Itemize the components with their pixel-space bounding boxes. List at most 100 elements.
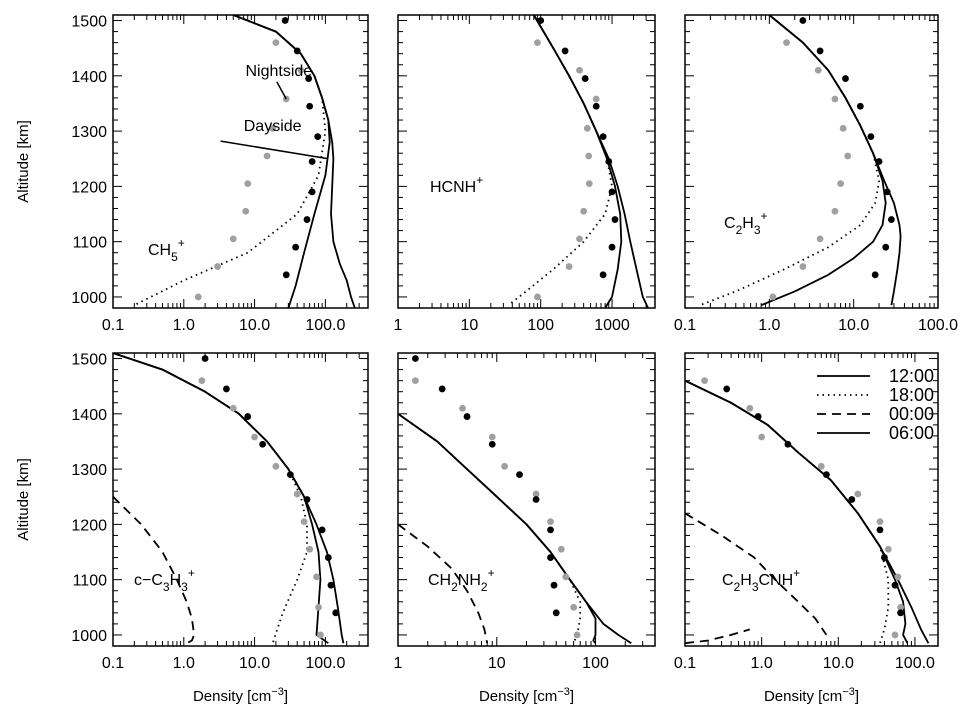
- panel-1: 0.1 1.0 10.0 100.0 1000 1100 1200 1300 1400 1500 A…: [15, 14, 369, 334]
- legend-label: 00:00: [889, 404, 934, 424]
- y-tick-label: 1300: [71, 462, 107, 479]
- data-point-black: [883, 188, 891, 196]
- data-point-black: [799, 17, 807, 24]
- panel-2: 1 10 100 1000 HCNH+: [394, 14, 656, 334]
- data-point-black: [842, 75, 849, 82]
- series-line-solid: [398, 413, 632, 644]
- data-point-gray: [242, 207, 250, 215]
- data-point-black: [848, 496, 856, 503]
- species-label: c−C3H3+: [134, 566, 195, 594]
- data-point-gray: [459, 404, 466, 412]
- series-line-solid: [760, 15, 887, 307]
- data-point-black: [882, 243, 890, 251]
- x-tick-label: 0.1: [674, 655, 696, 672]
- x-tick-label: 1: [394, 655, 403, 672]
- data-point-gray: [562, 573, 570, 581]
- data-point-gray: [293, 490, 301, 498]
- data-point-black: [547, 526, 554, 534]
- data-point-gray: [313, 573, 320, 581]
- data-point-black: [561, 47, 569, 55]
- series-line-solid: [232, 15, 356, 308]
- data-point-gray: [583, 124, 591, 132]
- data-point-black: [488, 440, 496, 448]
- data-point-black: [608, 188, 616, 196]
- data-point-gray: [585, 152, 593, 160]
- data-point-black: [324, 554, 332, 561]
- series-line-solid: [685, 379, 909, 644]
- data-point-black: [286, 471, 294, 479]
- panel-5: 1 10 100 Density [cm−3] CH2NH2+: [394, 352, 656, 705]
- data-point-gray: [488, 433, 496, 441]
- data-point-black: [547, 554, 554, 561]
- x-tick-label: 100.0: [305, 655, 345, 672]
- data-point-black: [516, 471, 523, 479]
- data-point-gray: [844, 152, 852, 160]
- species-label: C2H3CNH+: [722, 566, 800, 594]
- data-point-gray: [534, 293, 541, 301]
- x-tick-label: 0.1: [102, 655, 124, 672]
- data-point-black: [856, 102, 864, 110]
- data-point-gray: [876, 518, 884, 526]
- data-point-gray: [799, 263, 807, 270]
- data-point-gray: [884, 545, 892, 553]
- data-point-gray: [269, 124, 277, 132]
- data-point-black: [881, 554, 888, 561]
- data-point-gray: [251, 433, 258, 441]
- x-tick-label: 100.0: [305, 317, 345, 334]
- data-point-gray: [576, 66, 583, 74]
- data-point-black: [411, 355, 419, 362]
- series-line-dotted: [699, 15, 880, 307]
- data-point-gray: [297, 66, 305, 74]
- y-tick-label: 1400: [71, 407, 107, 424]
- x-tick-label: 100: [582, 655, 609, 672]
- data-point-gray: [547, 518, 554, 526]
- data-point-gray: [854, 490, 862, 498]
- data-point-black: [292, 243, 300, 251]
- data-point-gray: [263, 152, 271, 160]
- data-point-gray: [198, 377, 206, 385]
- series-line-solid: [533, 15, 623, 308]
- x-axis-label: Density [cm−3]: [193, 686, 288, 705]
- plot-frame: [684, 352, 939, 647]
- series-group: [113, 353, 345, 644]
- plot-frame: [397, 352, 656, 647]
- plot-frame: [684, 14, 939, 309]
- y-tick-label: 1200: [71, 179, 107, 196]
- data-point-gray: [585, 180, 593, 188]
- data-point-black: [887, 216, 895, 223]
- x-tick-label: 0.1: [102, 317, 124, 334]
- legend-label: 18:00: [889, 385, 934, 405]
- y-tick-label: 1300: [71, 124, 107, 141]
- data-point-black: [305, 75, 313, 82]
- data-point-black: [605, 158, 613, 165]
- species-label: CH2NH2+: [428, 566, 495, 594]
- annotation-dayside: Dayside: [244, 118, 302, 135]
- series-line-dashed: [398, 523, 489, 644]
- data-point-black: [223, 385, 230, 393]
- series-group: [398, 355, 632, 644]
- data-point-black: [754, 413, 762, 420]
- x-tick-label: 1.0: [751, 655, 773, 672]
- data-point-black: [867, 133, 875, 141]
- data-point-gray: [897, 603, 904, 611]
- data-point-gray: [272, 39, 280, 47]
- series-group: [699, 15, 902, 307]
- y-tick-label: 1100: [73, 235, 108, 252]
- data-point-black: [282, 271, 290, 279]
- data-point-gray: [229, 404, 237, 412]
- species-label: HCNH+: [430, 173, 483, 196]
- plot-frame: [397, 14, 656, 309]
- x-tick-label: 10.0: [239, 317, 270, 334]
- data-point-gray: [570, 603, 578, 611]
- series-line-dashed: [685, 628, 751, 645]
- data-point-black: [581, 75, 589, 82]
- x-tick-label: 100: [527, 317, 554, 334]
- data-point-black: [816, 47, 824, 55]
- x-tick-label: 100.0: [918, 317, 958, 334]
- data-point-gray: [194, 293, 202, 301]
- data-point-gray: [746, 404, 754, 412]
- data-point-black: [308, 158, 316, 165]
- y-tick-label: 1000: [71, 628, 107, 645]
- series-group: [507, 15, 649, 308]
